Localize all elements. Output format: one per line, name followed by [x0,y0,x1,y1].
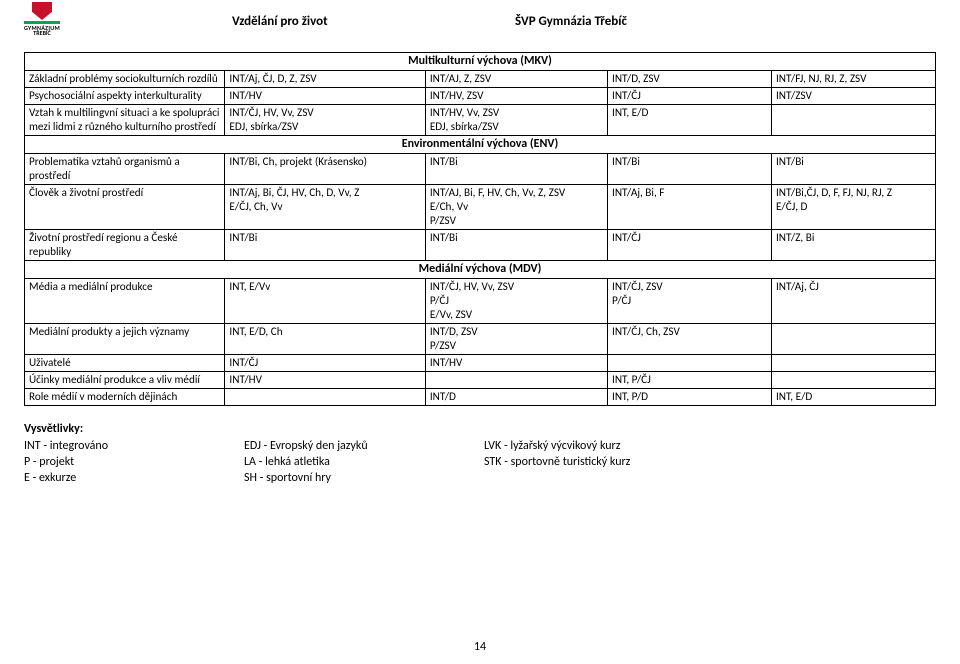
table-cell: INT, E/D, Ch [225,324,425,355]
table-cell: INT/Bi [608,154,772,185]
legend-item: SH - sportovní hry [244,470,484,486]
curriculum-table: Multikulturní výchova (MKV)Základní prob… [24,52,936,406]
table-cell: INT/Bi,ČJ, D, F, FJ, NJ, RJ, ZE/ČJ, D [771,185,935,230]
table-cell: INT/Aj, ČJ, D, Z, ZSV [225,71,425,88]
table-cell [771,355,935,372]
legend-title: Vysvětlivky: [24,422,936,436]
section-header: Multikulturní výchova (MKV) [25,53,936,71]
table-cell: INT/Bi [771,154,935,185]
table-cell: Vztah k multilingvní situaci a ke spolup… [25,105,225,136]
table-cell: Člověk a životní prostředí [25,185,225,230]
legend-item: INT - integrováno [24,438,244,454]
table-cell: INT/Bi [425,230,607,261]
table-cell: INT, E/D [771,389,935,406]
table-cell: INT/HV, ZSV [425,88,607,105]
table-cell: Základní problémy sociokulturních rozdíl… [25,71,225,88]
table-cell: INT/HV [225,372,425,389]
page-number: 14 [0,640,960,654]
logo: GYMNÁZIUM TŘEBÍČ [24,2,60,36]
table-cell: INT/D [425,389,607,406]
table-cell: INT/HV [425,355,607,372]
table-cell: Uživatelé [25,355,225,372]
table-cell [425,372,607,389]
table-cell: Mediální produkty a jejich významy [25,324,225,355]
table-cell: INT/ČJ [608,88,772,105]
section-header: Environmentální výchova (ENV) [25,136,936,154]
table-cell: INT, P/D [608,389,772,406]
table-cell [771,105,935,136]
legend-item: LA - lehká atletika [244,454,484,470]
table-cell: INT/Z, Bi [771,230,935,261]
legend-item: E - exkurze [24,470,244,486]
table-cell: INT/HV [225,88,425,105]
table-cell: INT/Bi [225,230,425,261]
table-cell: INT/D, ZSVP/ZSV [425,324,607,355]
table-cell [771,372,935,389]
table-cell [771,324,935,355]
table-cell: INT/Bi [425,154,607,185]
table-cell: INT/FJ, NJ, RJ, Z, ZSV [771,71,935,88]
table-cell: Problematika vztahů organismů a prostřed… [25,154,225,185]
table-cell: Účinky mediální produkce a vliv médií [25,372,225,389]
table-cell: Role médií v moderních dějinách [25,389,225,406]
table-cell: INT/ČJ [608,230,772,261]
table-cell: INT/D, ZSV [608,71,772,88]
legend-item: LVK - lyžařský výcvikový kurz [484,438,764,454]
table-cell: INT, P/ČJ [608,372,772,389]
table-cell: INT, E/D [608,105,772,136]
legend-item: EDJ - Evropský den jazyků [244,438,484,454]
table-cell: INT/AJ, Z, ZSV [425,71,607,88]
table-cell: INT/ČJ, HV, Vv, ZSVP/ČJE/Vv, ZSV [425,279,607,324]
table-cell: INT/Bi, Ch, projekt (Krásensko) [225,154,425,185]
table-cell: INT/AJ, Bi, F, HV, Ch, Vv, Z, ZSVE/Ch, V… [425,185,607,230]
table-cell: Životní prostředí regionu a České republ… [25,230,225,261]
table-cell: INT/HV, Vv, ZSVEDJ, sbírka/ZSV [425,105,607,136]
table-cell: Psychosociální aspekty interkulturality [25,88,225,105]
table-cell: Média a mediální produkce [25,279,225,324]
table-cell: INT/ČJ [225,355,425,372]
table-cell [225,389,425,406]
header-title-right: ŠVP Gymnázia Třebíč [515,14,627,29]
table-cell: INT/ČJ, HV, Vv, ZSVEDJ, sbírka/ZSV [225,105,425,136]
table-cell: INT/ČJ, Ch, ZSV [608,324,772,355]
header-title-left: Vzdělání pro život [232,14,328,29]
table-cell [608,355,772,372]
table-cell: INT, E/Vv [225,279,425,324]
table-cell: INT/Aj, Bi, F [608,185,772,230]
table-cell: INT/ZSV [771,88,935,105]
legend-item: P - projekt [24,454,244,470]
table-cell: INT/ČJ, ZSVP/ČJ [608,279,772,324]
table-cell: INT/Aj, ČJ [771,279,935,324]
section-header: Mediální výchova (MDV) [25,261,936,279]
legend-item: STK - sportovně turistický kurz [484,454,764,470]
table-cell: INT/Aj, Bi, ČJ, HV, Ch, D, Vv, ZE/ČJ, Ch… [225,185,425,230]
legend: Vysvětlivky: INT - integrovánoP - projek… [24,422,936,487]
